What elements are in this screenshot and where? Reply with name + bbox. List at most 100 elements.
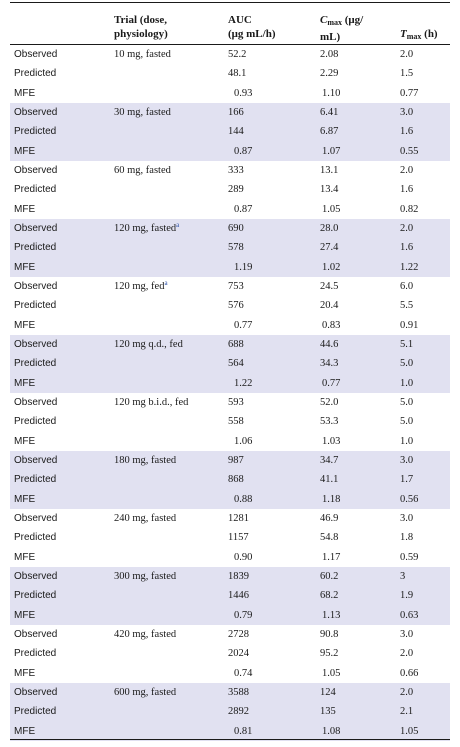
row-label: Observed: [14, 223, 58, 234]
tmax-value: 2.0: [400, 223, 414, 234]
auc-value: 0.81: [234, 725, 253, 737]
auc-value: 564: [228, 358, 244, 370]
observed-row: Observed 600 mg, fasted 3588 124 2.0: [10, 683, 450, 702]
observed-row: Observed 120 mg q.d., fed 688 44.6 5.1: [10, 335, 450, 354]
trial-group: Observed 420 mg, fasted 2728 90.8 3.0 Predict…: [10, 625, 450, 683]
auc-value: 1.22: [234, 377, 253, 389]
trial-group: Observed 600 mg, fasted 3588 124 2.0 Predicte…: [10, 683, 450, 741]
cmax-value: 34.3: [320, 358, 339, 370]
row-label: Observed: [14, 513, 58, 524]
row-label: MFE: [14, 377, 36, 389]
auc-value: 3588: [228, 687, 249, 698]
row-label: MFE: [14, 551, 36, 563]
row-label: Observed: [14, 281, 58, 292]
cmax-value: 135: [320, 706, 336, 718]
predicted-row: Predicted 576 20.4 5.5: [10, 296, 450, 315]
header-auc: AUC (μg mL/h): [228, 13, 276, 41]
trial-cell: 120 mg q.d., fed: [114, 335, 183, 354]
observed-row: Observed 120 mg b.i.d., fed 593 52.0 5.0: [10, 393, 450, 412]
tmax-value: 1.9: [400, 590, 414, 602]
auc-value: 868: [228, 474, 244, 486]
trial-text: 120 mg, fed: [114, 281, 165, 292]
footnote-marker[interactable]: a: [164, 279, 168, 287]
tmax-value: 1.8: [400, 532, 414, 544]
header-cmax: Cmax (μg/ mL): [320, 13, 363, 44]
header-trial-line2: physiology): [114, 28, 168, 40]
tmax-value: 1.0: [400, 377, 414, 389]
trial-text: 120 mg q.d., fed: [114, 339, 183, 350]
tmax-value: 1.22: [400, 261, 419, 273]
tmax-value: 1.0: [400, 435, 414, 447]
auc-value: 987: [228, 455, 244, 466]
observed-row: Observed 120 mg, feda 753 24.5 6.0: [10, 277, 450, 296]
row-label: Predicted: [14, 358, 57, 370]
bottom-rule: [10, 739, 450, 740]
auc-value: 1839: [228, 571, 249, 582]
row-label: Observed: [14, 687, 58, 698]
row-label: MFE: [14, 725, 36, 737]
cmax-value: 53.3: [320, 416, 339, 428]
row-label: Predicted: [14, 532, 57, 544]
observed-row: Observed 180 mg, fasted 987 34.7 3.0: [10, 451, 450, 470]
predicted-row: Predicted 2024 95.2 2.0: [10, 644, 450, 663]
row-label: Predicted: [14, 474, 57, 486]
auc-value: 2024: [228, 648, 249, 660]
mfe-row: MFE 0.90 1.17 0.59: [10, 548, 450, 567]
tmax-value: 0.91: [400, 319, 419, 331]
auc-value: 2892: [228, 706, 249, 718]
cmax-value: 13.4: [320, 184, 339, 196]
auc-value: 1.06: [234, 435, 253, 447]
trial-cell: 10 mg, fasted: [114, 45, 171, 64]
trial-cell: 120 mg b.i.d., fed: [114, 393, 188, 412]
auc-value: 690: [228, 223, 244, 234]
cmax-value: 46.9: [320, 513, 339, 524]
tmax-value: 1.5: [400, 68, 414, 80]
tmax-value: 2.0: [400, 687, 414, 698]
header-trial: Trial (dose, physiology): [114, 13, 168, 41]
trial-group: Observed 300 mg, fasted 1839 60.2 3 Predicted…: [10, 567, 450, 625]
cmax-value: 95.2: [320, 648, 339, 660]
footnote-marker[interactable]: a: [176, 221, 180, 229]
cmax-value: 1.18: [322, 493, 341, 505]
row-label: Observed: [14, 107, 58, 118]
cmax-value: 1.05: [322, 667, 341, 679]
tmax-value: 3.0: [400, 513, 414, 524]
mfe-row: MFE 0.77 0.83 0.91: [10, 316, 450, 335]
row-label: Predicted: [14, 242, 57, 254]
auc-value: 144: [228, 126, 244, 138]
cmax-value: 28.0: [320, 223, 339, 234]
cmax-value: 20.4: [320, 300, 339, 312]
cmax-value: 27.4: [320, 242, 339, 254]
tmax-value: 2.0: [400, 165, 414, 176]
tmax-value: 0.82: [400, 203, 419, 215]
cmax-value: 0.77: [322, 377, 341, 389]
tmax-value: 1.6: [400, 242, 414, 254]
tmax-value: 0.55: [400, 145, 419, 157]
observed-row: Observed 30 mg, fasted 166 6.41 3.0: [10, 103, 450, 122]
row-label: MFE: [14, 145, 36, 157]
header-cmax-line1: Cmax (μg/: [320, 13, 363, 30]
header-trial-line1: Trial (dose,: [114, 14, 167, 26]
row-label: Predicted: [14, 184, 57, 196]
row-label: Observed: [14, 165, 58, 176]
tmax-value: 0.56: [400, 493, 419, 505]
tmax-value: 6.0: [400, 281, 414, 292]
table-header: Trial (dose, physiology) AUC (μg mL/h) C…: [10, 3, 450, 45]
row-label: MFE: [14, 609, 36, 621]
mfe-row: MFE 0.79 1.13 0.63: [10, 606, 450, 625]
auc-value: 166: [228, 107, 244, 118]
trial-cell: 60 mg, fasted: [114, 161, 171, 180]
cmax-value: 24.5: [320, 281, 339, 292]
trial-group: Observed 120 mg, fasteda 690 28.0 2.0 Predict…: [10, 219, 450, 277]
auc-value: 578: [228, 242, 244, 254]
trial-cell: 120 mg, feda: [114, 277, 168, 296]
row-label: Predicted: [14, 648, 57, 660]
trial-group: Observed 180 mg, fasted 987 34.7 3.0 Predicte…: [10, 451, 450, 509]
auc-value: 0.87: [234, 203, 253, 215]
auc-value: 2728: [228, 629, 249, 640]
row-label: MFE: [14, 435, 36, 447]
tmax-value: 3.0: [400, 107, 414, 118]
predicted-row: Predicted 1157 54.8 1.8: [10, 528, 450, 547]
cmax-value: 2.29: [320, 68, 339, 80]
